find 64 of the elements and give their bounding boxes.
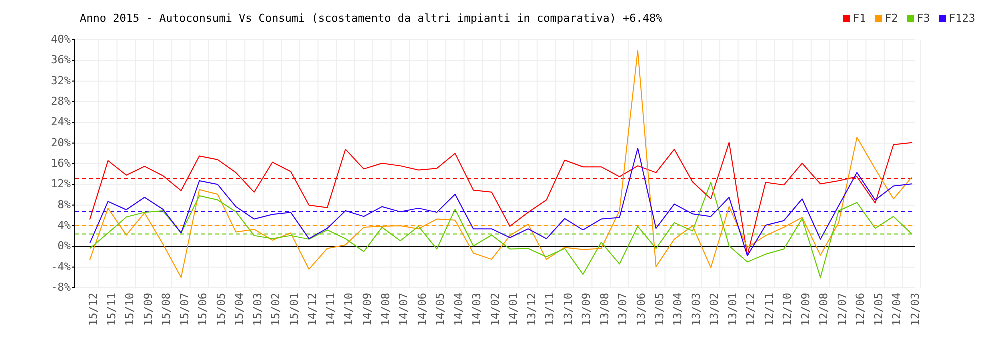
y-tick-label: 12% (51, 178, 72, 191)
x-tick-label: 12/11 (762, 293, 776, 326)
x-tick-label: 14/08 (379, 293, 392, 326)
x-tick-label: 13/01 (726, 293, 740, 326)
legend-label: F123 (949, 12, 976, 25)
x-tick-label: 13/08 (598, 293, 612, 326)
x-tick-label: 15/07 (178, 293, 192, 326)
x-tick-label: 15/06 (196, 293, 210, 326)
y-tick-label: 8% (58, 198, 72, 212)
x-tick-label: 13/06 (635, 293, 648, 326)
x-tick-label: 14/02 (488, 293, 502, 326)
y-tick-label: -8% (51, 281, 72, 294)
x-tick-label: 15/02 (270, 293, 283, 326)
x-tick-label: 13/04 (672, 292, 685, 326)
legend-label: F1 (853, 12, 866, 25)
x-tick-label: 14/04 (452, 292, 466, 326)
x-tick-label: 14/03 (470, 293, 484, 326)
x-tick-label: 13/02 (708, 293, 722, 326)
legend-label: F3 (917, 12, 930, 25)
x-tick-label: 12/03 (909, 293, 922, 326)
x-tick-label: 12/12 (744, 293, 758, 326)
x-tick-label: 12/04 (890, 292, 904, 326)
x-tick-label: 13/05 (653, 293, 666, 326)
x-tick-label: 12/08 (818, 293, 831, 326)
y-tick-label: 32% (51, 74, 72, 88)
x-tick-label: 13/09 (580, 293, 594, 326)
y-tick-label: 16% (51, 157, 72, 170)
y-tick-label: -4% (51, 260, 72, 274)
x-tick-label: 12/09 (799, 293, 812, 326)
x-tick-label: 13/12 (525, 293, 538, 326)
x-tick-label: 15/04 (233, 292, 246, 326)
x-tick-label: 13/11 (544, 293, 557, 326)
x-tick-label: 15/11 (105, 293, 118, 326)
x-tick-label: 12/10 (781, 293, 794, 326)
x-tick-label: 14/09 (361, 293, 374, 326)
x-tick-label: 14/05 (434, 293, 448, 326)
legend-label: F2 (885, 12, 898, 25)
x-tick-label: 14/06 (416, 293, 429, 326)
x-tick-label: 14/11 (324, 293, 338, 326)
y-tick-label: 40% (51, 33, 72, 46)
x-tick-label: 13/10 (562, 293, 575, 326)
y-tick-label: 20% (51, 136, 72, 150)
x-tick-label: 15/03 (251, 293, 264, 326)
y-tick-label: 24% (51, 116, 72, 129)
x-tick-label: 15/10 (124, 293, 137, 326)
chart-title: Anno 2015 - Autoconsumi Vs Consumi (scostamento da altri impianti in comparativa) +6.48% (80, 12, 664, 25)
y-tick-label: 36% (51, 54, 72, 67)
x-tick-label: 14/12 (306, 293, 320, 326)
x-tick-label: 14/01 (507, 293, 520, 326)
x-tick-label: 12/07 (836, 293, 849, 326)
x-tick-label: 14/07 (398, 293, 411, 326)
x-tick-label: 12/06 (854, 293, 868, 326)
x-tick-label: 12/05 (872, 293, 886, 326)
x-tick-label: 13/07 (616, 293, 630, 326)
x-tick-label: 13/03 (690, 293, 703, 326)
x-tick-label: 15/01 (288, 293, 301, 326)
y-tick-label: 4% (58, 219, 72, 232)
x-tick-label: 15/08 (160, 293, 174, 326)
x-tick-label: 15/09 (142, 293, 155, 326)
x-tick-label: 15/12 (87, 293, 100, 326)
x-tick-label: 15/05 (214, 293, 228, 326)
x-tick-label: 14/10 (342, 293, 356, 326)
y-tick-label: 0% (58, 240, 72, 253)
y-tick-label: 28% (51, 95, 72, 108)
